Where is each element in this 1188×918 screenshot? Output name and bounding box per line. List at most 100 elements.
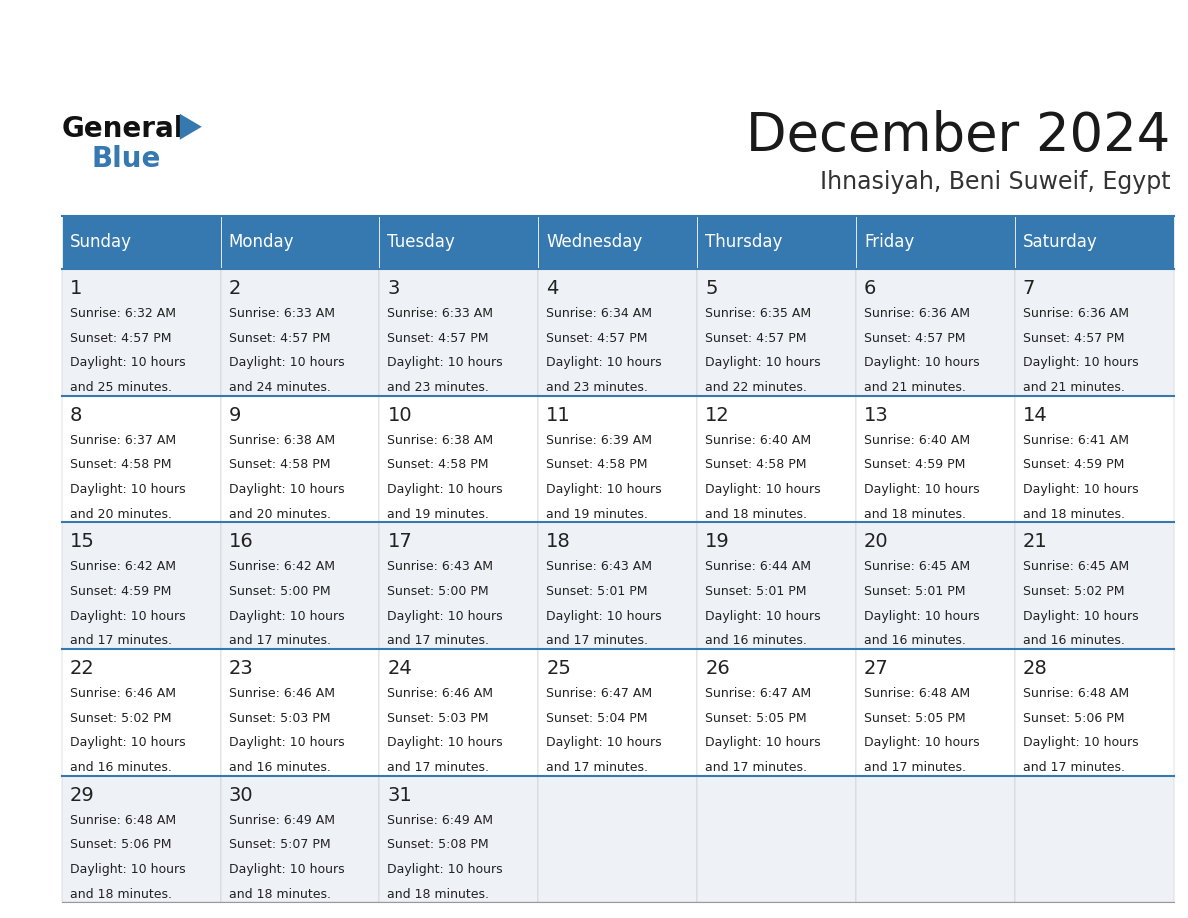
Text: Blue: Blue [91,145,162,173]
Bar [379,649,538,776]
Bar [221,776,379,902]
Text: and 18 minutes.: and 18 minutes. [387,888,489,901]
Bar [538,522,697,649]
Text: Daylight: 10 hours: Daylight: 10 hours [70,483,185,496]
Text: 18: 18 [546,532,571,552]
Bar [857,396,1015,522]
Bar [538,216,697,269]
Text: Daylight: 10 hours: Daylight: 10 hours [228,863,345,876]
Text: and 18 minutes.: and 18 minutes. [228,888,330,901]
Bar [62,776,221,902]
Text: and 21 minutes.: and 21 minutes. [1023,381,1125,394]
Text: and 17 minutes.: and 17 minutes. [70,634,172,647]
Text: 4: 4 [546,279,558,298]
Text: Sunset: 4:57 PM: Sunset: 4:57 PM [228,331,330,344]
Text: Daylight: 10 hours: Daylight: 10 hours [546,483,662,496]
Bar [1015,216,1174,269]
Bar [538,649,697,776]
Text: Sunset: 4:58 PM: Sunset: 4:58 PM [228,458,330,471]
Text: Sunrise: 6:41 AM: Sunrise: 6:41 AM [1023,433,1129,447]
Text: 22: 22 [70,659,95,678]
Text: Daylight: 10 hours: Daylight: 10 hours [228,483,345,496]
Text: and 17 minutes.: and 17 minutes. [864,761,966,774]
Bar [857,216,1015,269]
Bar [379,522,538,649]
Text: Daylight: 10 hours: Daylight: 10 hours [228,356,345,369]
Text: Sunrise: 6:38 AM: Sunrise: 6:38 AM [228,433,335,447]
Text: and 19 minutes.: and 19 minutes. [387,508,489,521]
Bar [538,396,697,522]
Text: Sunrise: 6:42 AM: Sunrise: 6:42 AM [70,560,176,574]
Text: Daylight: 10 hours: Daylight: 10 hours [387,483,503,496]
Text: Sunrise: 6:34 AM: Sunrise: 6:34 AM [546,307,652,320]
Text: and 17 minutes.: and 17 minutes. [228,634,330,647]
Text: 3: 3 [387,279,400,298]
Text: Sunset: 5:02 PM: Sunset: 5:02 PM [1023,585,1124,598]
Text: and 16 minutes.: and 16 minutes. [706,634,807,647]
Polygon shape [179,114,202,140]
Text: Sunrise: 6:39 AM: Sunrise: 6:39 AM [546,433,652,447]
Text: Daylight: 10 hours: Daylight: 10 hours [706,610,821,622]
Text: Sunset: 4:59 PM: Sunset: 4:59 PM [864,458,966,471]
Text: Sunrise: 6:36 AM: Sunrise: 6:36 AM [864,307,969,320]
Text: Sunrise: 6:42 AM: Sunrise: 6:42 AM [228,560,335,574]
Text: 26: 26 [706,659,729,678]
Text: Sunrise: 6:48 AM: Sunrise: 6:48 AM [1023,687,1129,700]
Text: Sunrise: 6:36 AM: Sunrise: 6:36 AM [1023,307,1129,320]
Text: Sunset: 4:57 PM: Sunset: 4:57 PM [1023,331,1124,344]
Bar [697,776,857,902]
Text: Sunset: 4:57 PM: Sunset: 4:57 PM [706,331,807,344]
Bar [62,396,221,522]
Text: Sunset: 5:03 PM: Sunset: 5:03 PM [387,711,489,724]
Text: Sunday: Sunday [70,233,132,252]
Text: and 19 minutes.: and 19 minutes. [546,508,649,521]
Bar [379,396,538,522]
Text: and 17 minutes.: and 17 minutes. [387,634,489,647]
Text: Sunset: 5:00 PM: Sunset: 5:00 PM [387,585,489,598]
Text: Sunrise: 6:33 AM: Sunrise: 6:33 AM [387,307,493,320]
Text: 23: 23 [228,659,253,678]
Text: 20: 20 [864,532,889,552]
Text: and 25 minutes.: and 25 minutes. [70,381,172,394]
Text: Sunset: 5:04 PM: Sunset: 5:04 PM [546,711,647,724]
Text: Sunset: 5:02 PM: Sunset: 5:02 PM [70,711,171,724]
Text: Sunrise: 6:47 AM: Sunrise: 6:47 AM [546,687,652,700]
Bar [538,269,697,396]
Text: 9: 9 [228,406,241,425]
Text: Daylight: 10 hours: Daylight: 10 hours [546,610,662,622]
Text: 21: 21 [1023,532,1048,552]
Bar [1015,649,1174,776]
Text: Sunrise: 6:43 AM: Sunrise: 6:43 AM [387,560,493,574]
Text: and 23 minutes.: and 23 minutes. [387,381,489,394]
Text: and 17 minutes.: and 17 minutes. [387,761,489,774]
Text: Daylight: 10 hours: Daylight: 10 hours [1023,736,1138,749]
Text: Sunrise: 6:40 AM: Sunrise: 6:40 AM [706,433,811,447]
Text: 7: 7 [1023,279,1035,298]
Bar [62,269,221,396]
Text: 11: 11 [546,406,571,425]
Text: and 18 minutes.: and 18 minutes. [1023,508,1125,521]
Bar [697,216,857,269]
Text: Daylight: 10 hours: Daylight: 10 hours [864,356,980,369]
Bar [697,522,857,649]
Text: Daylight: 10 hours: Daylight: 10 hours [228,610,345,622]
Text: and 21 minutes.: and 21 minutes. [864,381,966,394]
Text: Sunrise: 6:45 AM: Sunrise: 6:45 AM [864,560,971,574]
Text: 24: 24 [387,659,412,678]
Bar [62,649,221,776]
Text: Sunrise: 6:46 AM: Sunrise: 6:46 AM [228,687,335,700]
Text: Sunrise: 6:48 AM: Sunrise: 6:48 AM [70,813,176,827]
Text: Sunrise: 6:35 AM: Sunrise: 6:35 AM [706,307,811,320]
Text: Sunset: 4:58 PM: Sunset: 4:58 PM [387,458,489,471]
Text: and 20 minutes.: and 20 minutes. [228,508,330,521]
Text: 19: 19 [706,532,729,552]
Bar [857,776,1015,902]
Text: Sunrise: 6:49 AM: Sunrise: 6:49 AM [228,813,335,827]
Text: December 2024: December 2024 [746,110,1170,162]
Text: Sunset: 4:57 PM: Sunset: 4:57 PM [546,331,647,344]
Text: Sunrise: 6:43 AM: Sunrise: 6:43 AM [546,560,652,574]
Text: Sunrise: 6:37 AM: Sunrise: 6:37 AM [70,433,176,447]
Text: Daylight: 10 hours: Daylight: 10 hours [387,610,503,622]
Bar [857,269,1015,396]
Text: Daylight: 10 hours: Daylight: 10 hours [387,863,503,876]
